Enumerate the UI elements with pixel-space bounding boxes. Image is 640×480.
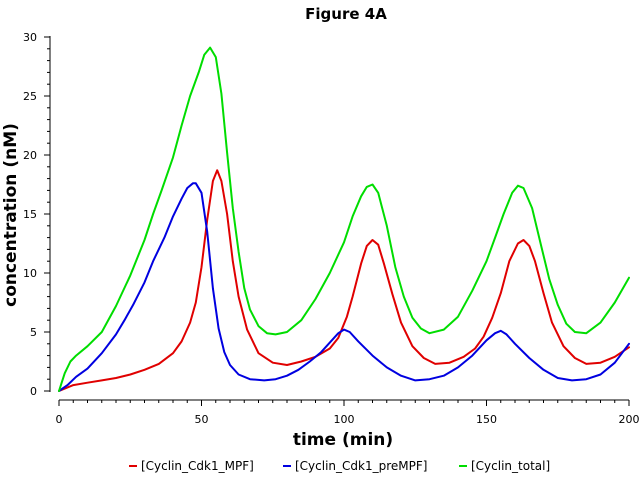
y-tick-label: 0 [30, 385, 37, 398]
x-tick-label: 200 [619, 413, 640, 426]
chart-title: Figure 4A [305, 5, 387, 23]
x-tick-label: 0 [56, 413, 63, 426]
y-tick-label: 10 [23, 267, 37, 280]
x-tick-label: 50 [195, 413, 209, 426]
x-axis: 0 50 100 150 200 [56, 399, 640, 426]
y-axis-label: concentration (nM) [1, 123, 21, 307]
series-line [58, 169, 630, 392]
y-tick-label: 15 [23, 208, 37, 221]
legend: [Cyclin_Cdk1_MPF] [Cyclin_Cdk1_preMPF] [Cy… [129, 459, 550, 473]
y-tick-label: 30 [23, 31, 37, 44]
plot-area [58, 46, 630, 392]
series-line [58, 46, 630, 392]
y-tick-label: 5 [30, 326, 37, 339]
x-axis-label: time (min) [293, 430, 393, 450]
legend-entry: [Cyclin_Cdk1_MPF] [141, 459, 254, 473]
legend-entry: [Cyclin_total] [471, 459, 550, 473]
x-tick-label: 100 [334, 413, 355, 426]
x-tick-label: 150 [476, 413, 497, 426]
series-line [58, 182, 630, 392]
y-axis: 0 5 10 15 20 25 30 [23, 31, 51, 398]
y-tick-label: 25 [23, 90, 37, 103]
legend-entry: [Cyclin_Cdk1_preMPF] [295, 459, 427, 473]
y-tick-label: 20 [23, 149, 37, 162]
